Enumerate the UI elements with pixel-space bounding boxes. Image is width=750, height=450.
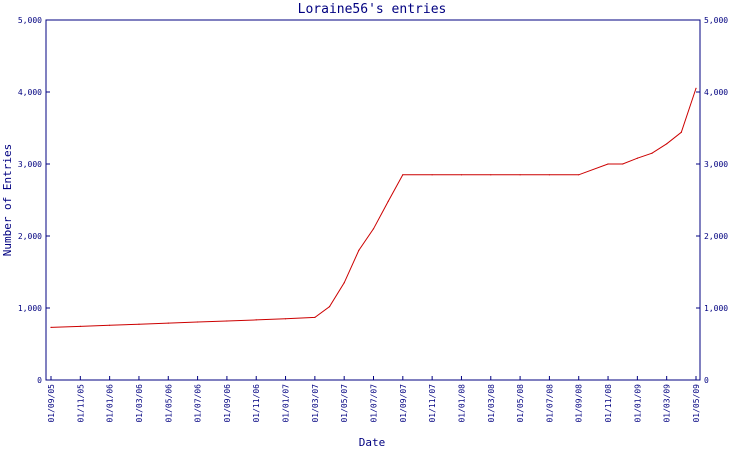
data-point [490, 174, 492, 176]
y-tick-label-left: 4,000 [18, 88, 42, 97]
x-tick-label: 01/07/08 [545, 384, 554, 423]
data-point [680, 131, 682, 133]
data-point [548, 174, 551, 176]
data-point [255, 319, 257, 321]
x-tick-label: 01/01/06 [106, 384, 115, 423]
x-tick-label: 01/05/09 [692, 384, 701, 423]
x-tick-label: 01/05/06 [164, 384, 173, 423]
x-tick-label: 01/07/07 [370, 384, 379, 423]
data-point [372, 228, 375, 230]
data-point [109, 324, 111, 326]
y-axis-left: 0 1,000 2,000 3,000 4,000 5,000 [18, 16, 50, 385]
y-tick-label-left: 3,000 [18, 160, 42, 169]
data-point [138, 323, 140, 325]
data-point [402, 174, 404, 176]
x-axis-title: Date [359, 436, 386, 449]
y-axis-title: Number of Entries [1, 144, 14, 257]
chart-title: Loraine56's entries [298, 2, 447, 17]
data-point [607, 163, 609, 165]
x-tick-label: 01/05/07 [340, 384, 349, 423]
y-tick-label-left: 1,000 [18, 304, 42, 313]
y-tick-label-right: 1,000 [704, 304, 728, 313]
data-point [197, 321, 199, 323]
x-tick-label: 01/11/07 [428, 384, 437, 423]
x-tick-label: 01/05/08 [516, 384, 525, 423]
y-tick-label-right: 4,000 [704, 88, 728, 97]
x-axis: 01/09/05 01/11/05 01/01/06 01/03/06 01/05/06… [47, 376, 701, 423]
data-point [343, 282, 345, 284]
y-axis-right: 0 1,000 2,000 3,000 4,000 5,000 [696, 16, 728, 385]
x-tick-label: 01/09/06 [223, 384, 232, 423]
x-tick-label: 01/09/05 [47, 384, 56, 423]
data-point [284, 318, 287, 320]
x-tick-label: 01/03/09 [663, 384, 672, 423]
x-tick-label: 01/11/05 [76, 384, 85, 423]
x-tick-label: 01/03/07 [311, 384, 320, 423]
y-tick-label-right: 2,000 [704, 232, 728, 241]
x-tick-label: 01/11/08 [604, 384, 613, 423]
plot-area [45, 19, 701, 381]
x-tick-label: 01/07/06 [194, 384, 203, 423]
data-point [387, 200, 389, 202]
y-tick-label-left: 5,000 [18, 16, 42, 25]
y-tick-label-left: 0 [37, 376, 42, 385]
data-point [50, 326, 52, 328]
data-point [636, 157, 639, 159]
data-point [167, 322, 169, 324]
y-tick-label-right: 3,000 [704, 160, 728, 169]
x-tick-label: 01/01/08 [457, 384, 466, 423]
data-point [314, 316, 316, 318]
x-tick-label: 01/11/06 [252, 384, 261, 423]
data-point [666, 143, 668, 145]
x-tick-label: 01/01/09 [633, 384, 642, 423]
y-tick-label-left: 2,000 [18, 232, 42, 241]
data-point [695, 87, 697, 89]
data-point [460, 174, 463, 176]
data-point [651, 152, 653, 154]
data-point [519, 174, 521, 176]
data-point [328, 306, 331, 308]
data-point [622, 163, 624, 165]
data-point [578, 174, 580, 176]
x-tick-label: 01/09/08 [575, 384, 584, 423]
y-tick-label-right: 5,000 [704, 16, 728, 25]
data-point [226, 320, 228, 322]
data-point [358, 249, 360, 251]
y-tick-label-right: 0 [704, 376, 709, 385]
x-tick-label: 01/03/08 [487, 384, 496, 423]
x-tick-label: 01/03/06 [135, 384, 144, 423]
x-tick-label: 01/01/07 [282, 384, 291, 423]
data-point [79, 325, 81, 327]
series-layer [50, 87, 697, 328]
data-point [431, 174, 433, 176]
x-tick-label: 01/09/07 [399, 384, 408, 423]
